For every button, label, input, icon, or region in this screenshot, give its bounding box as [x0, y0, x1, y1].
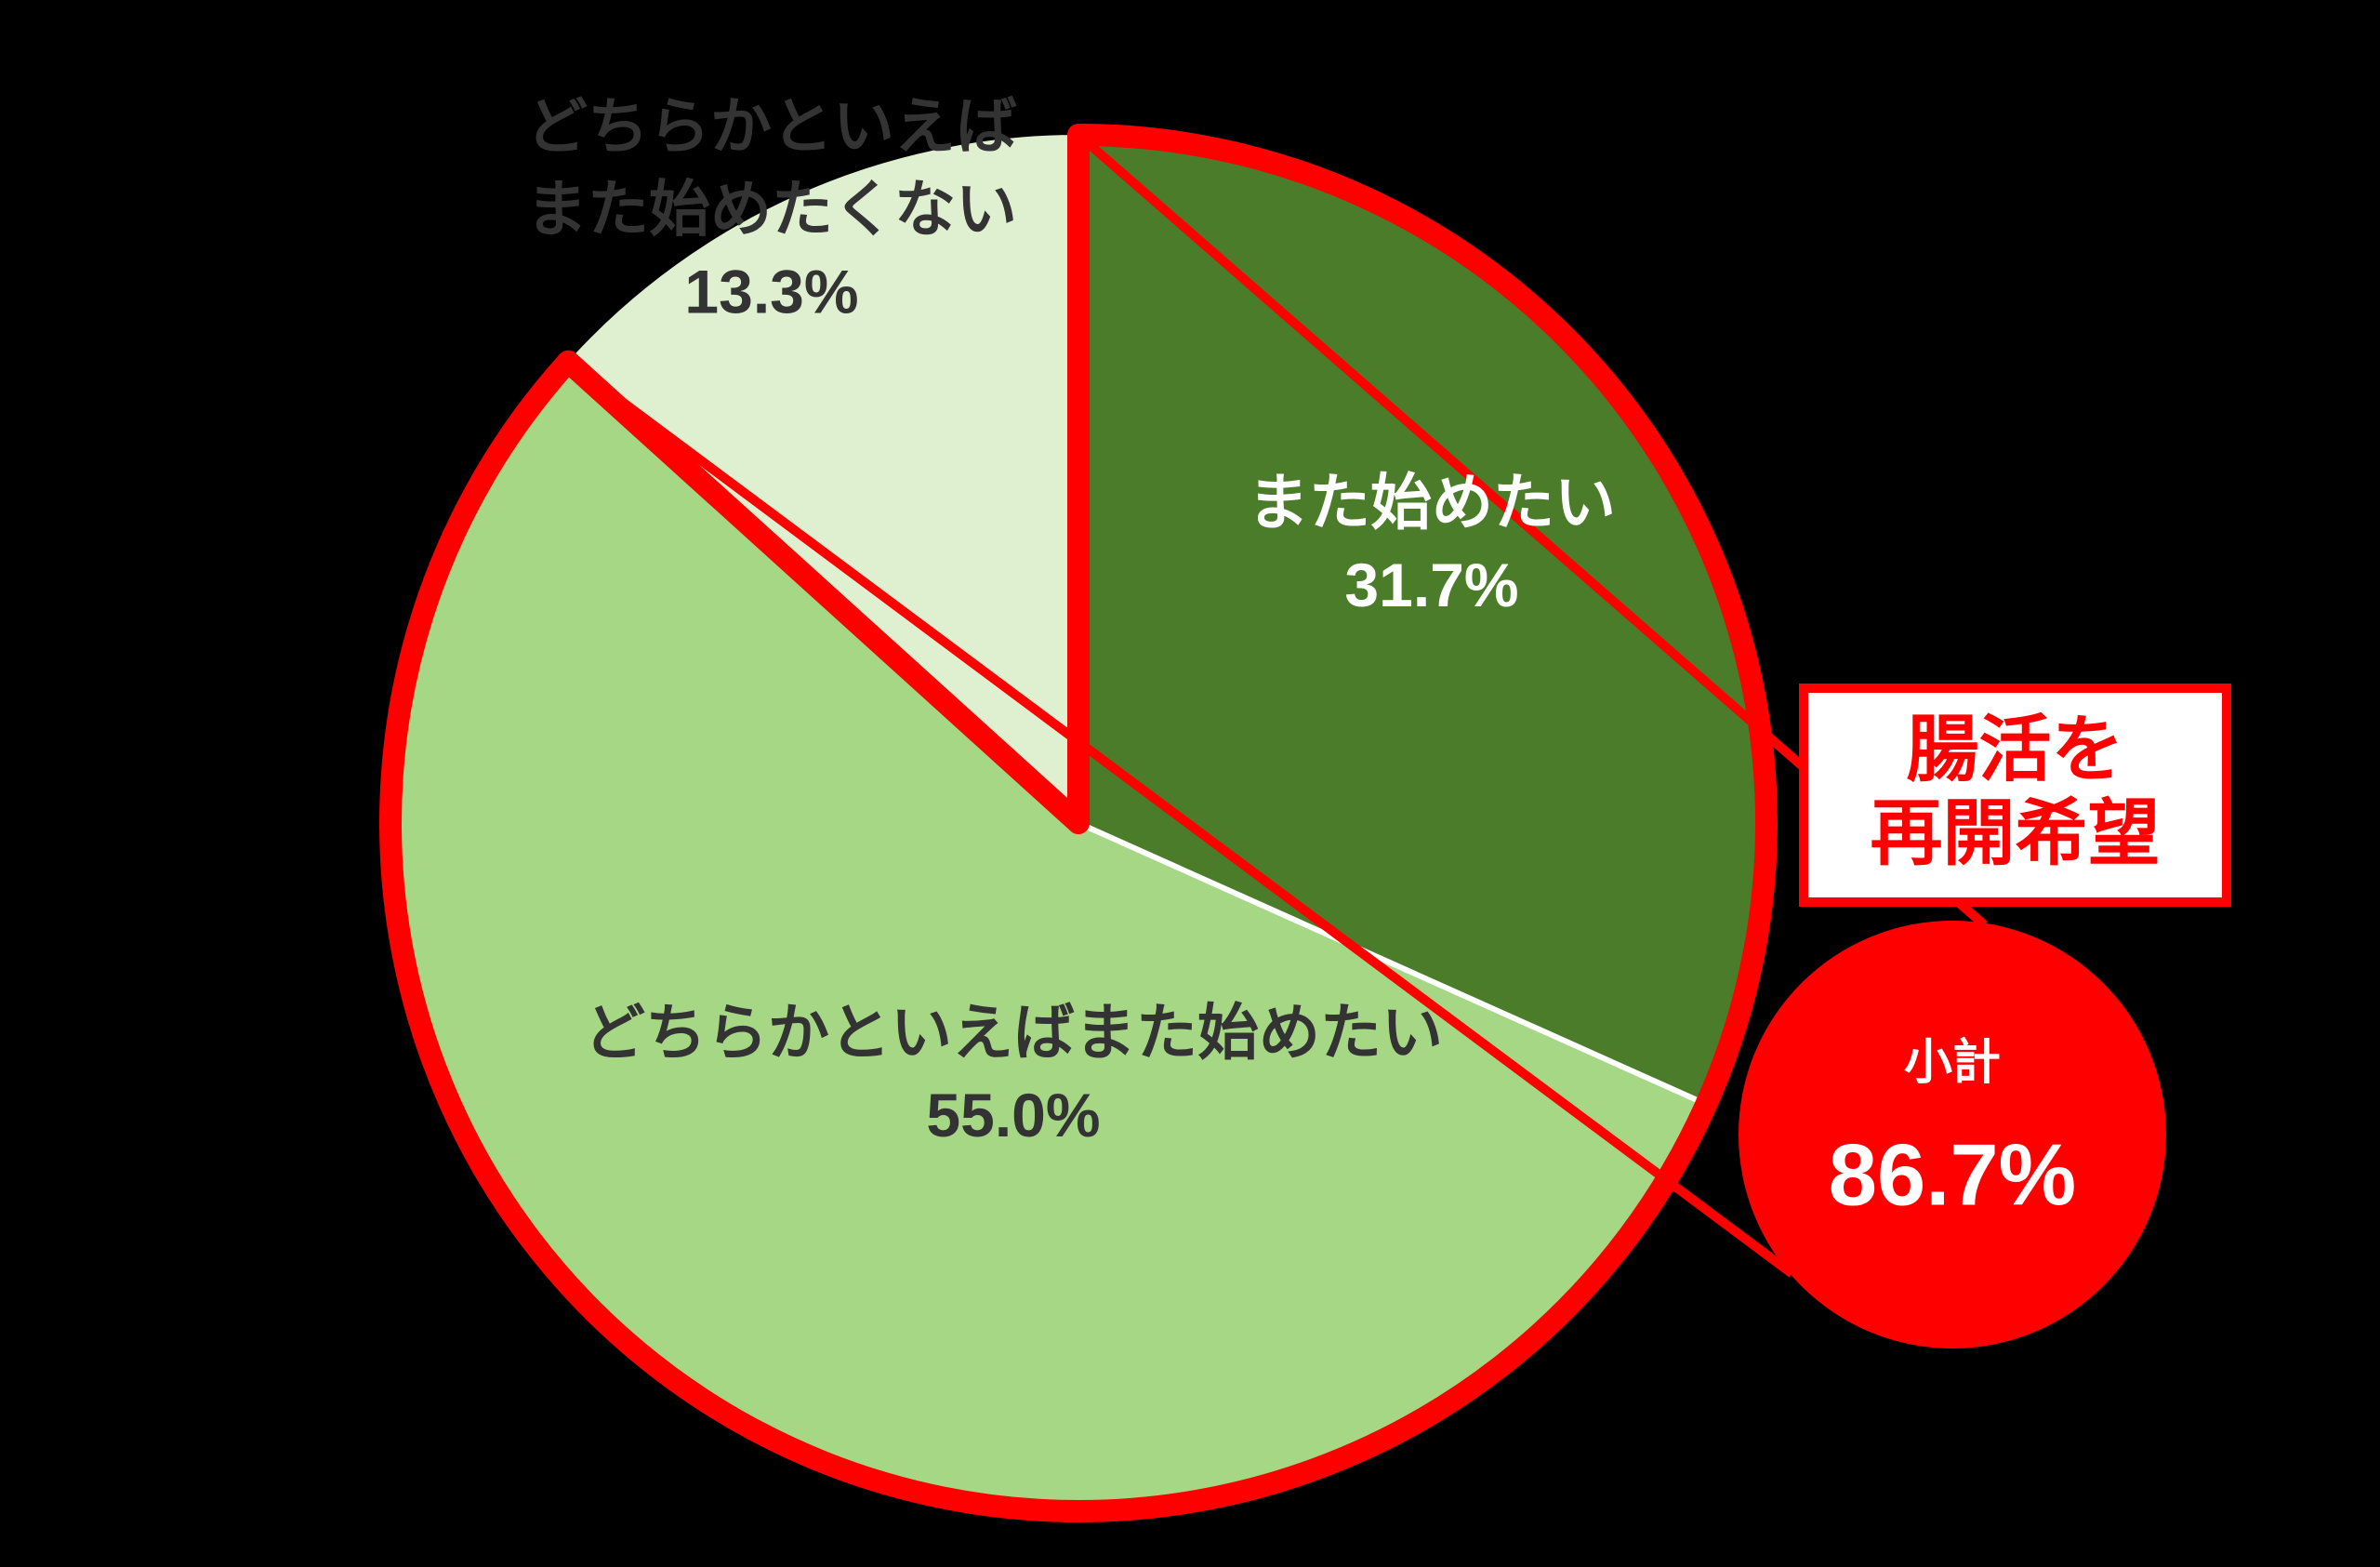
slice-label-text-somewhat_not-1: また始めたくない [526, 174, 1017, 243]
slice-label-text-somewhat_not-0: どちらかといえば [526, 91, 1017, 160]
callout-box-text-0: 腸活を [1906, 709, 2123, 790]
subtotal-label-big: 86.7% [1829, 1125, 2077, 1223]
slice-label-text-somewhat_not-2: 13.3% [684, 258, 858, 326]
slice-label-text-somewhat_want-1: 55.0% [926, 1081, 1100, 1149]
slice-label-text-somewhat_want-0: どちらかといえばまた始めたい [584, 998, 1443, 1067]
pie-chart-svg: また始めたい 31.7% どちらかといえばまた始めたい 55.0% どちらかといえばまた… [0, 0, 2380, 1567]
callout-box-text-1: 再開希望 [1870, 791, 2160, 873]
slice-label-text-want-1: 31.7% [1344, 551, 1518, 619]
pie-chart-container: また始めたい 31.7% どちらかといえばまた始めたい 55.0% どちらかといえばまた… [0, 0, 2380, 1567]
subtotal-label-small: 小計 [1904, 1036, 2001, 1090]
slice-label-text-want-0: また始めたい [1248, 468, 1616, 537]
